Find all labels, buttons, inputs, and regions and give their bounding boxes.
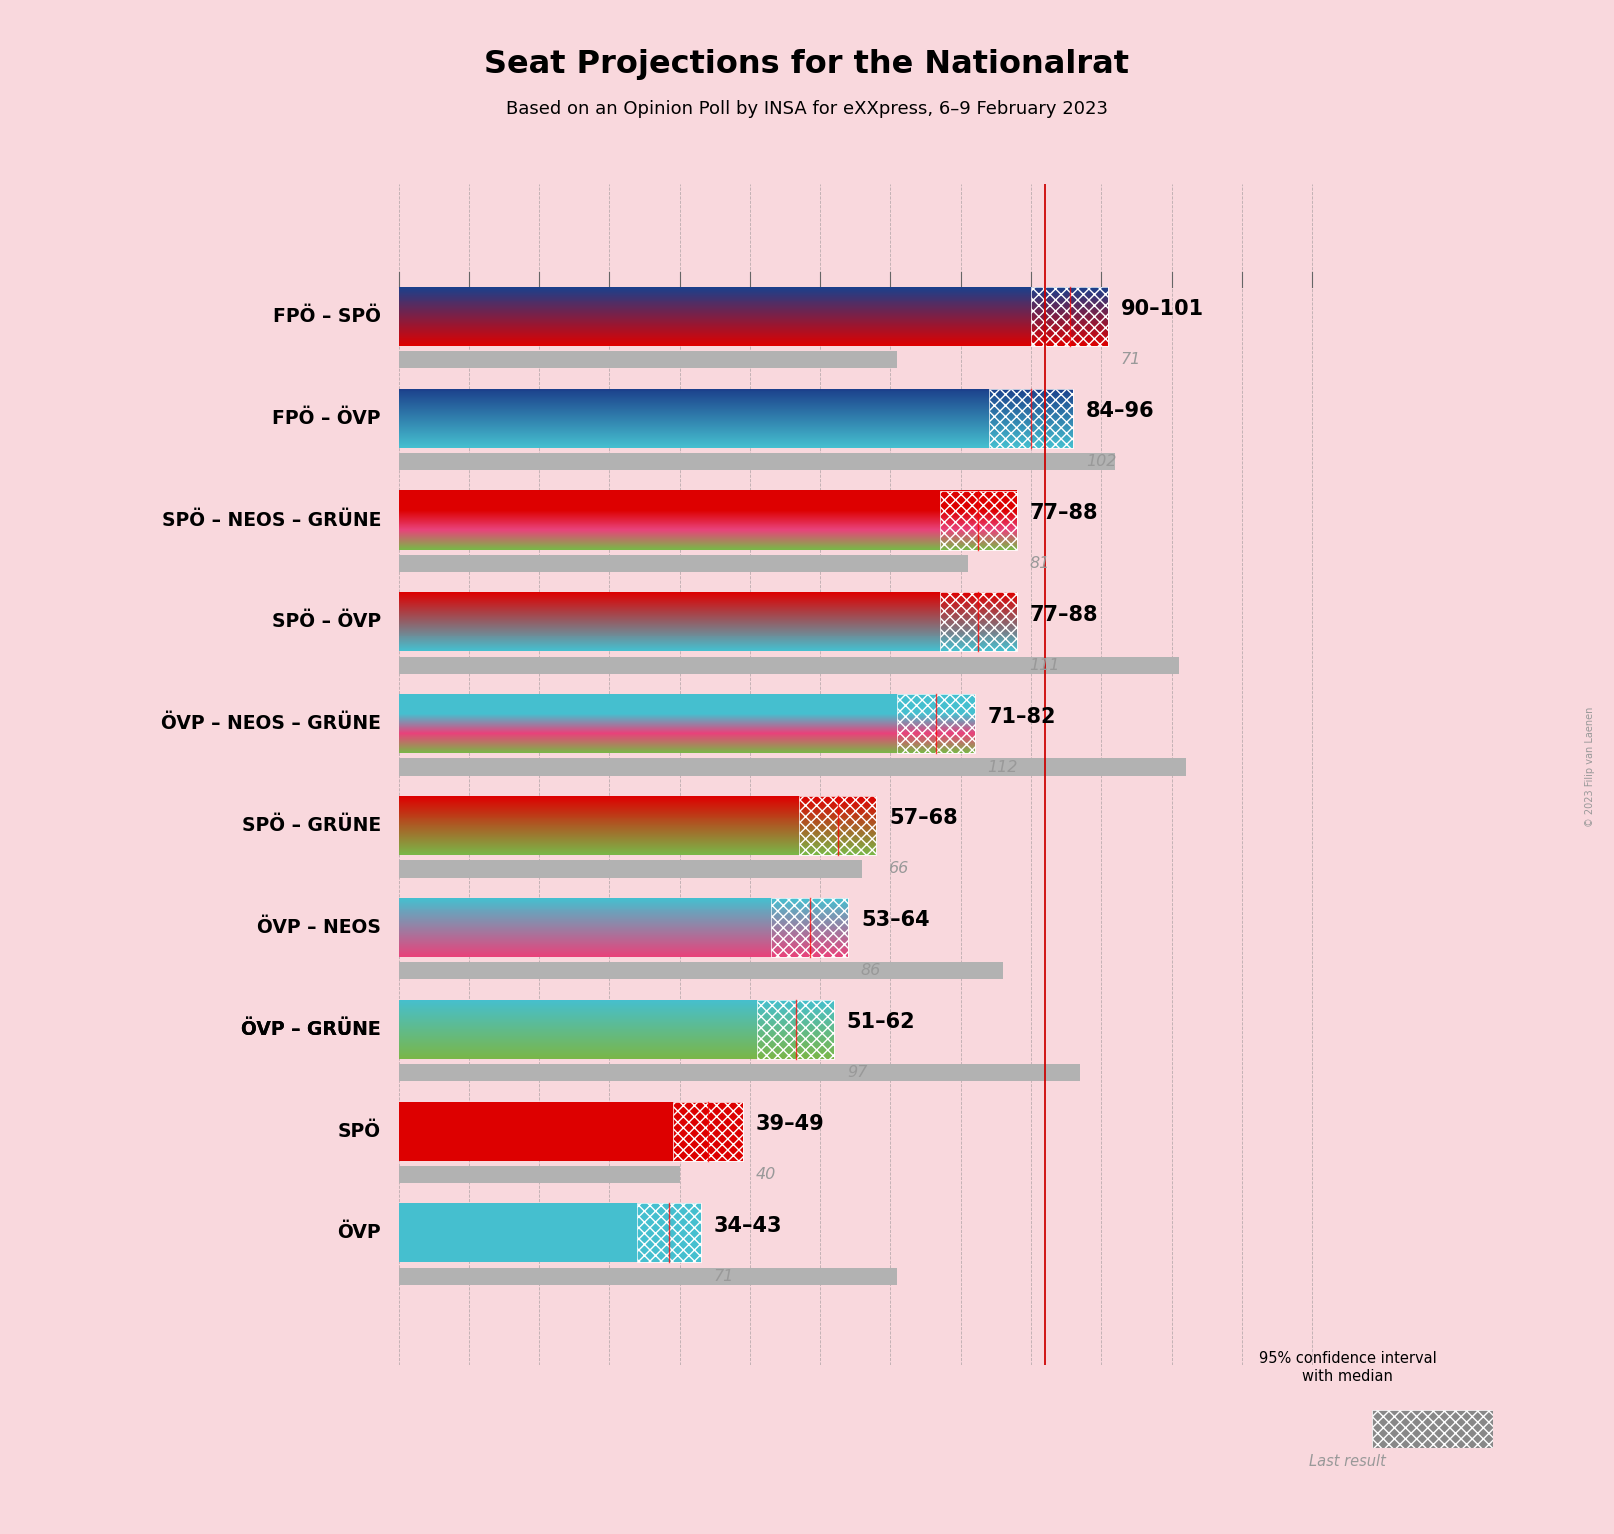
Text: 112: 112 xyxy=(988,759,1018,775)
Text: SPÖ: SPÖ xyxy=(337,1121,381,1141)
Text: 77–88: 77–88 xyxy=(1030,604,1098,624)
Text: 39–49: 39–49 xyxy=(755,1114,825,1134)
Bar xyxy=(399,962,1002,979)
Text: 51–62: 51–62 xyxy=(847,1012,915,1032)
Text: 86: 86 xyxy=(860,963,881,979)
Text: 102: 102 xyxy=(1086,454,1117,469)
Bar xyxy=(939,592,1017,652)
Bar xyxy=(399,758,1186,776)
Text: FPÖ – SPÖ: FPÖ – SPÖ xyxy=(273,307,381,325)
Text: SPÖ – NEOS – GRÜNE: SPÖ – NEOS – GRÜNE xyxy=(161,511,381,529)
Text: 77–88: 77–88 xyxy=(1030,503,1098,523)
Text: 53–64: 53–64 xyxy=(860,910,930,930)
Bar xyxy=(638,1203,700,1262)
Bar xyxy=(673,1101,742,1161)
Text: 71: 71 xyxy=(713,1269,734,1284)
Text: ÖVP: ÖVP xyxy=(337,1224,381,1243)
Text: ÖVP – NEOS: ÖVP – NEOS xyxy=(257,917,381,937)
Text: 97: 97 xyxy=(847,1065,867,1080)
Bar xyxy=(399,1101,673,1161)
Text: 71: 71 xyxy=(1120,353,1141,367)
Text: 57–68: 57–68 xyxy=(889,808,957,828)
Text: FPÖ – ÖVP: FPÖ – ÖVP xyxy=(273,408,381,428)
Bar xyxy=(638,1203,700,1262)
Bar xyxy=(399,1166,679,1183)
Bar xyxy=(1031,287,1109,347)
Bar xyxy=(399,555,968,572)
Bar xyxy=(399,351,897,368)
Text: 111: 111 xyxy=(1030,658,1060,673)
Text: ÖVP – GRÜNE: ÖVP – GRÜNE xyxy=(242,1020,381,1039)
Bar xyxy=(399,1267,897,1285)
Text: Last result: Last result xyxy=(1309,1454,1386,1470)
Bar xyxy=(939,491,1017,549)
Text: ÖVP – NEOS – GRÜNE: ÖVP – NEOS – GRÜNE xyxy=(161,715,381,733)
Bar xyxy=(399,1203,638,1262)
Text: 40: 40 xyxy=(755,1167,776,1181)
Text: Based on an Opinion Poll by INSA for eXXpress, 6–9 February 2023: Based on an Opinion Poll by INSA for eXX… xyxy=(507,100,1107,118)
Text: SPÖ – ÖVP: SPÖ – ÖVP xyxy=(271,612,381,632)
Bar xyxy=(897,695,975,753)
Bar xyxy=(771,897,849,957)
Bar xyxy=(799,796,876,854)
Text: 66: 66 xyxy=(889,862,909,876)
Text: SPÖ – GRÜNE: SPÖ – GRÜNE xyxy=(242,816,381,834)
Text: © 2023 Filip van Laenen: © 2023 Filip van Laenen xyxy=(1585,707,1595,827)
Bar xyxy=(757,1000,834,1058)
Text: 81: 81 xyxy=(1030,555,1049,571)
Text: ÖVP – GRÜNE: ÖVP – GRÜNE xyxy=(242,1020,381,1039)
Text: 95% confidence interval
with median: 95% confidence interval with median xyxy=(1259,1351,1436,1384)
Text: 34–43: 34–43 xyxy=(713,1216,781,1236)
Bar xyxy=(399,861,862,877)
Text: Seat Projections for the Nationalrat: Seat Projections for the Nationalrat xyxy=(484,49,1130,80)
Text: 90–101: 90–101 xyxy=(1120,299,1204,319)
Bar xyxy=(399,1065,1080,1081)
Bar xyxy=(673,1101,742,1161)
Text: 84–96: 84–96 xyxy=(1086,402,1154,422)
Text: 71–82: 71–82 xyxy=(988,707,1056,727)
Bar xyxy=(989,388,1073,448)
Bar xyxy=(399,657,1178,673)
Bar xyxy=(399,453,1115,471)
